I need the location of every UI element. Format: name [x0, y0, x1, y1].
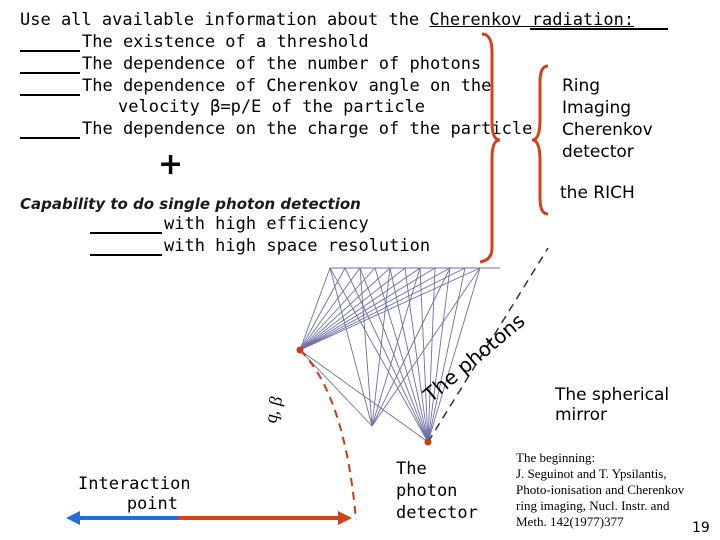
- plus-sign: +: [158, 147, 184, 182]
- photon-rays: [299, 267, 500, 443]
- item-blank: [20, 56, 80, 74]
- spherical-mirror-label: The spherical mirror: [555, 385, 685, 425]
- item-cherenkov-angle: The dependence of Cherenkov angle on the: [20, 76, 491, 96]
- capability-blank: [90, 238, 162, 256]
- item-velocity-line: velocity β=p/E of the particle: [118, 97, 425, 117]
- item-label: velocity β=p/E of the particle: [118, 97, 426, 117]
- interaction-point-label: Interaction point: [78, 474, 191, 514]
- item-label: The dependence of Cherenkov angle on the: [82, 76, 492, 96]
- item-charge: The dependence on the charge of the part…: [20, 119, 532, 139]
- rich-line-imaging: Imaging: [562, 98, 632, 118]
- rich-line-cherenkov: Cherenkov: [562, 120, 653, 140]
- page-number: 19: [692, 520, 710, 536]
- rich-line-ring: Ring: [562, 76, 601, 96]
- capability-label: with high space resolution: [164, 236, 431, 256]
- item-blank: [20, 121, 80, 139]
- reference-line: Meth. 142(1977)377: [516, 514, 624, 529]
- interaction-point-text: Interaction point: [78, 474, 191, 514]
- item-label: The existence of a threshold: [82, 32, 369, 52]
- item-photon-number: The dependence of the number of photons: [20, 54, 481, 74]
- capability-efficiency: with high efficiency: [90, 214, 369, 234]
- detector-focus-point: [424, 438, 432, 446]
- capability-title: Capability to do single photon detection: [20, 195, 361, 213]
- spherical-mirror-text: The spherical mirror: [555, 385, 670, 425]
- heading-underline-extension: [530, 28, 668, 30]
- reference-line: ring imaging, Nucl. Instr. and: [516, 498, 670, 513]
- right-brace: [531, 64, 549, 216]
- photon-detector-text: The photon detector: [396, 459, 478, 523]
- rich-line-detector: detector: [562, 142, 634, 162]
- heading: Use all available information about the …: [20, 10, 634, 30]
- heading-prefix: Use all available information about the: [20, 10, 430, 30]
- photon-detector-label: The photon detector: [396, 458, 478, 524]
- capability-blank: [90, 216, 162, 234]
- emission-point-top: [296, 346, 304, 354]
- capability-resolution: with high space resolution: [90, 236, 430, 256]
- reference-line: Photo-ionisation and Cherenkov: [516, 482, 685, 497]
- photon-detector-arc: [299, 349, 357, 521]
- item-blank: [20, 34, 80, 52]
- particle-beam: [66, 511, 352, 525]
- mirror-line: [427, 247, 549, 443]
- item-label: The dependence on the charge of the part…: [82, 119, 533, 139]
- item-label: The dependence of the number of photons: [82, 54, 482, 74]
- rich-acronym: the RICH: [560, 183, 635, 203]
- item-threshold: The existence of a threshold: [20, 32, 369, 52]
- item-blank: [20, 78, 80, 96]
- reference-line: The beginning:: [516, 450, 596, 465]
- reference-line: J. Seguinot and T. Ypsilantis,: [516, 466, 667, 481]
- heading-link[interactable]: Cherenkov radiation:: [429, 10, 635, 30]
- capability-label: with high efficiency: [164, 214, 369, 234]
- left-brace: [479, 32, 501, 264]
